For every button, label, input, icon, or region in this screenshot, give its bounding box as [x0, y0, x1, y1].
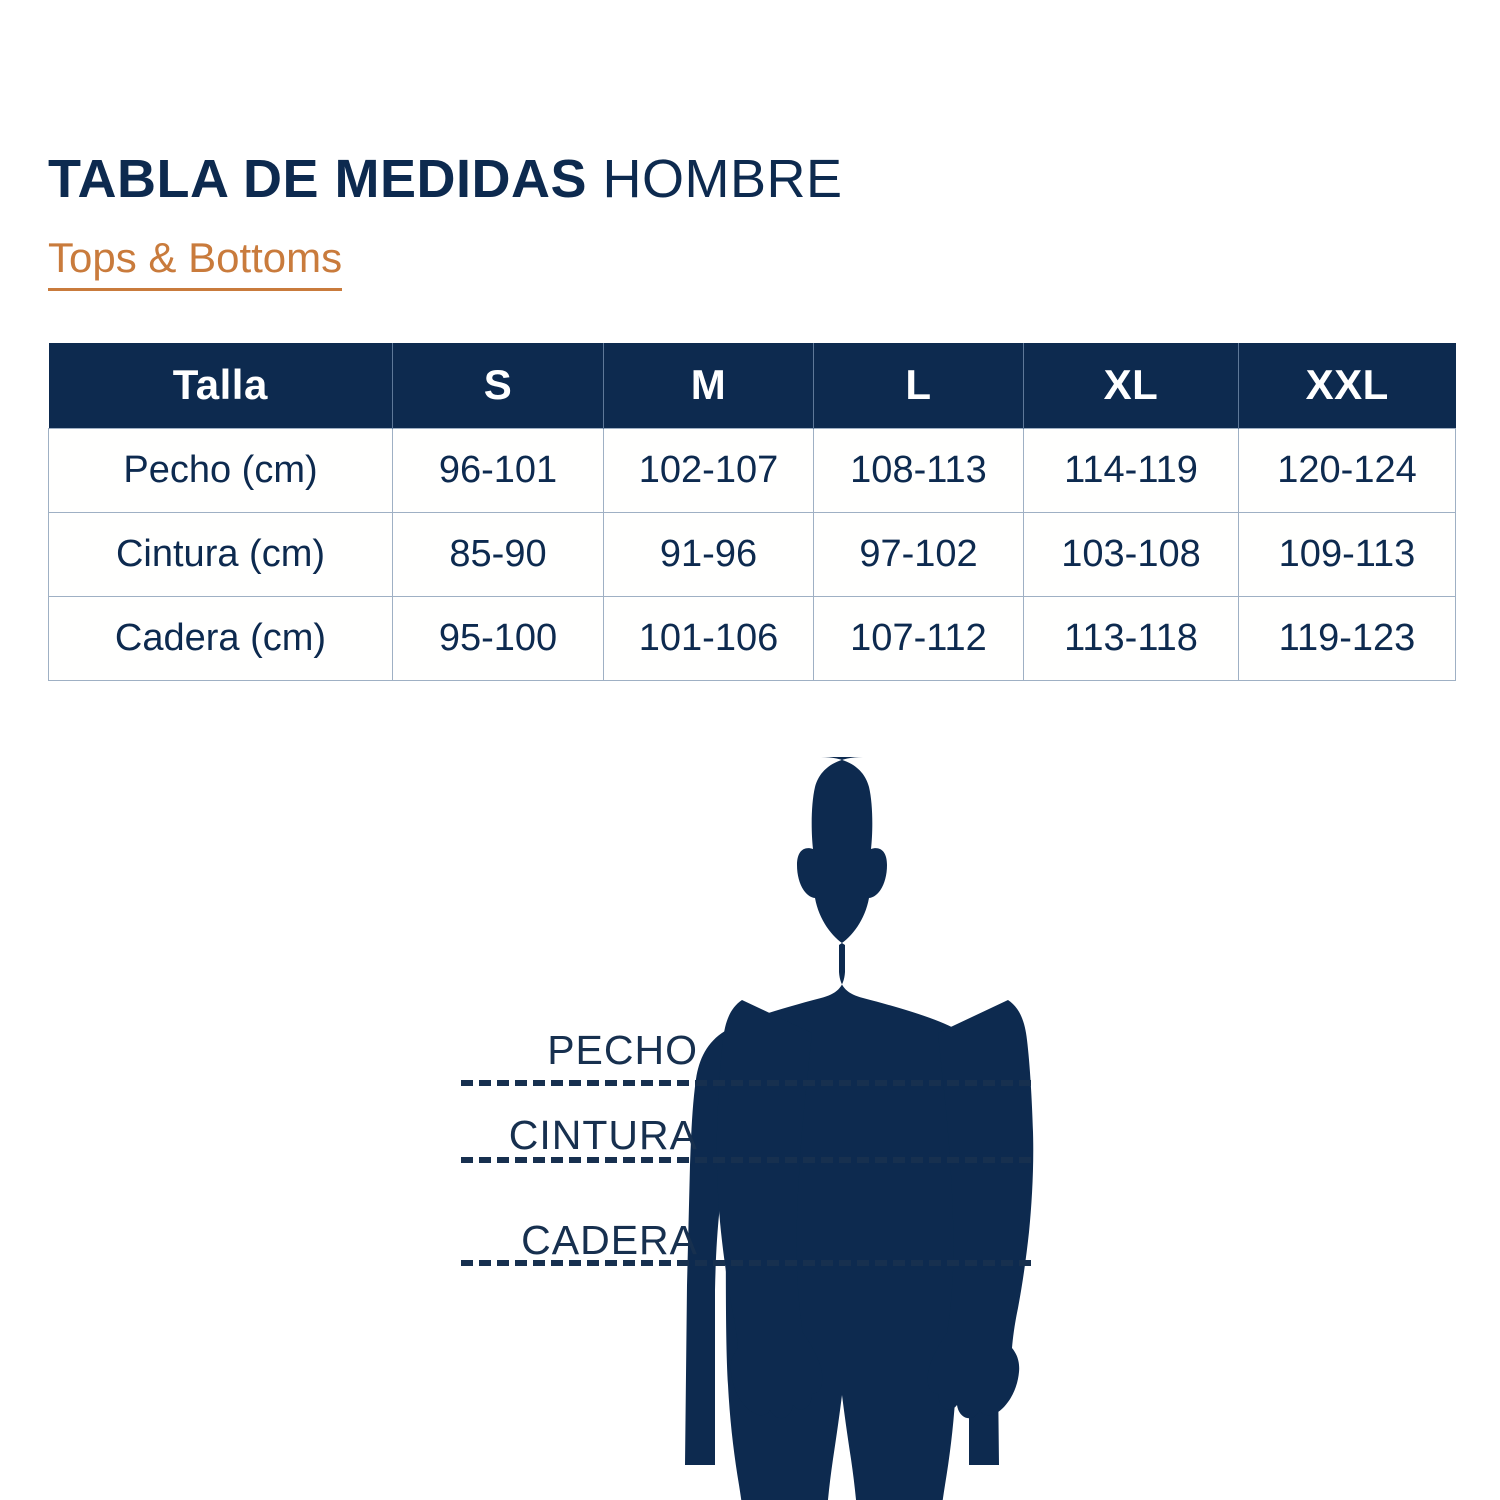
cell-cadera-xl: 113-118 [1023, 595, 1239, 681]
cell-cadera-xxl: 119-123 [1238, 595, 1456, 681]
column-header-xl: XL [1023, 343, 1239, 428]
column-header-talla: Talla [48, 343, 393, 428]
dashed-line-pecho [461, 1080, 1031, 1086]
size-table-body: Pecho (cm) 96-101 102-107 108-113 114-11… [48, 427, 1456, 681]
size-table-head: Talla S M L XL XXL [48, 343, 1456, 428]
dashed-line-cintura [461, 1157, 1031, 1163]
column-header-s: S [392, 343, 604, 428]
page-title-strong: TABLA DE MEDIDAS [48, 149, 587, 209]
cell-cadera-m: 101-106 [603, 595, 814, 681]
row-label-cintura: Cintura (cm) [48, 511, 393, 597]
column-header-l: L [813, 343, 1024, 428]
table-row: Cadera (cm) 95-100 101-106 107-112 113-1… [48, 595, 1456, 681]
size-table: Talla S M L XL XXL Pecho (cm) 96-101 102… [48, 343, 1456, 681]
column-header-xxl: XXL [1238, 343, 1456, 428]
table-row: Pecho (cm) 96-101 102-107 108-113 114-11… [48, 427, 1456, 513]
label-cintura: CINTURA [508, 1112, 698, 1158]
cell-cintura-l: 97-102 [813, 511, 1024, 597]
cell-cintura-xl: 103-108 [1023, 511, 1239, 597]
label-cadera: CADERA [521, 1217, 698, 1263]
cell-pecho-xl: 114-119 [1023, 427, 1239, 513]
cell-cadera-s: 95-100 [392, 595, 604, 681]
column-header-m: M [603, 343, 814, 428]
cell-pecho-xxl: 120-124 [1238, 427, 1456, 513]
page-title-light: HOMBRE [602, 149, 843, 209]
row-label-pecho: Pecho (cm) [48, 427, 393, 513]
cell-pecho-l: 108-113 [813, 427, 1024, 513]
page-subtitle: Tops & Bottoms [48, 234, 343, 291]
table-header-row: Talla S M L XL XXL [48, 343, 1456, 428]
row-label-cadera: Cadera (cm) [48, 595, 393, 681]
cell-cintura-xxl: 109-113 [1238, 511, 1456, 597]
cell-pecho-m: 102-107 [603, 427, 814, 513]
cell-pecho-s: 96-101 [392, 427, 604, 513]
page-title: TABLA DE MEDIDAS HOMBRE [48, 148, 843, 210]
label-pecho: PECHO [547, 1027, 698, 1073]
dashed-line-cadera [461, 1260, 1031, 1266]
